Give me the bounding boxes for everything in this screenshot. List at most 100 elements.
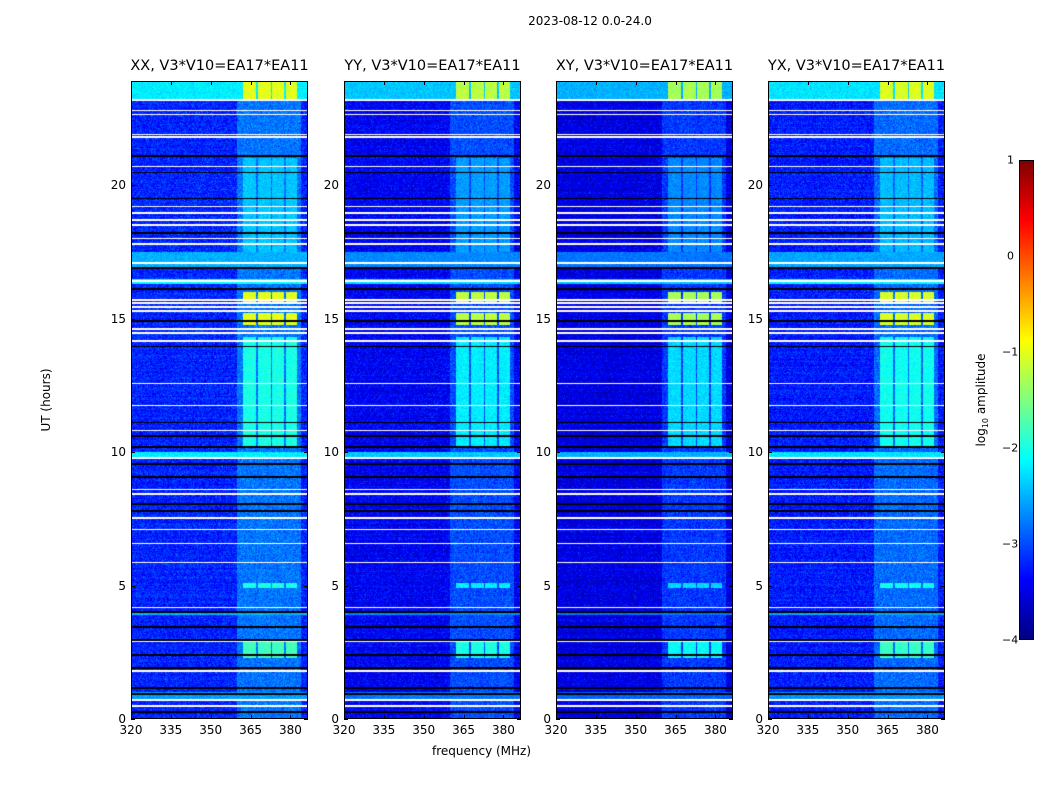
x-tick-mark xyxy=(847,81,849,85)
x-tick-mark xyxy=(250,715,252,719)
y-tick-mark xyxy=(304,185,308,187)
x-tick-mark xyxy=(887,715,889,719)
y-tick-label: 0 xyxy=(755,712,763,726)
y-tick-mark xyxy=(344,318,348,320)
x-tick-mark xyxy=(383,715,385,719)
colorbar-tick-label: 1 xyxy=(1007,153,1014,167)
x-tick-mark xyxy=(383,81,385,85)
x-tick-mark xyxy=(423,715,425,719)
x-tick-label: 365 xyxy=(452,723,476,737)
panel-title: YX, V3*V10=EA17*EA11 xyxy=(767,58,946,74)
x-tick-mark xyxy=(344,715,345,719)
colorbar-tick-label: −4 xyxy=(1002,633,1019,647)
y-tick-mark xyxy=(131,719,135,720)
y-tick-mark xyxy=(304,585,308,587)
colorbar-tick-label: −2 xyxy=(1002,441,1019,455)
panel-title: XX, V3*V10=EA17*EA11 xyxy=(130,58,309,74)
x-tick-label: 320 xyxy=(544,723,568,737)
x-tick-label: 335 xyxy=(372,723,396,737)
y-tick-mark xyxy=(304,452,308,454)
y-tick-mark xyxy=(768,185,772,187)
y-tick-mark xyxy=(131,452,135,454)
x-tick-label: 365 xyxy=(876,723,900,737)
x-tick-mark xyxy=(807,81,809,85)
x-tick-label: 380 xyxy=(279,723,302,737)
y-tick-mark xyxy=(556,318,560,320)
x-tick-mark xyxy=(463,81,465,85)
x-tick-label: 380 xyxy=(916,723,939,737)
x-tick-mark xyxy=(344,81,345,85)
x-tick-mark xyxy=(595,81,597,85)
colorbar-tick-label: −3 xyxy=(1002,537,1019,551)
y-axis-label: UT (hours) xyxy=(39,368,53,432)
y-tick-mark xyxy=(941,585,945,587)
colorbar xyxy=(1019,160,1034,640)
y-tick-label: 10 xyxy=(323,445,339,460)
y-tick-mark xyxy=(344,185,348,187)
y-tick-mark xyxy=(304,719,308,720)
x-tick-mark xyxy=(595,715,597,719)
y-tick-mark xyxy=(729,185,733,187)
x-tick-label: 350 xyxy=(412,723,436,737)
x-tick-mark xyxy=(556,715,557,719)
x-tick-mark xyxy=(847,715,849,719)
heatmap-panel: XY, V3*V10=EA17*EA11 320 335 350 365 380 0 5 10 1… xyxy=(536,58,733,737)
y-tick-label: 20 xyxy=(535,178,551,193)
colorbar-label: log10 amplitude xyxy=(974,354,990,447)
y-tick-mark xyxy=(517,452,521,454)
x-tick-mark xyxy=(715,81,717,85)
x-tick-label: 335 xyxy=(796,723,820,737)
y-tick-mark xyxy=(344,719,348,720)
x-tick-mark xyxy=(887,81,889,85)
y-tick-mark xyxy=(768,318,772,320)
heatmap-panel: YX, V3*V10=EA17*EA11 320 335 350 365 380 0 5 10 1… xyxy=(748,58,945,737)
y-tick-mark xyxy=(517,719,521,720)
y-tick-mark xyxy=(304,318,308,320)
x-tick-mark xyxy=(503,81,505,85)
x-tick-label: 365 xyxy=(239,723,263,737)
x-tick-mark xyxy=(210,81,212,85)
y-tick-mark xyxy=(556,452,560,454)
x-tick-label: 320 xyxy=(756,723,780,737)
y-tick-label: 0 xyxy=(543,712,551,726)
y-tick-label: 5 xyxy=(755,578,763,593)
x-tick-label: 335 xyxy=(584,723,608,737)
y-tick-mark xyxy=(344,585,348,587)
x-tick-mark xyxy=(768,715,769,719)
y-tick-label: 0 xyxy=(331,712,339,726)
y-tick-label: 20 xyxy=(110,178,126,193)
x-tick-mark xyxy=(210,715,212,719)
panel-title: XY, V3*V10=EA17*EA11 xyxy=(555,58,734,74)
y-tick-mark xyxy=(131,318,135,320)
y-tick-label: 5 xyxy=(118,578,126,593)
y-tick-label: 15 xyxy=(535,311,551,326)
y-tick-mark xyxy=(517,585,521,587)
x-tick-mark xyxy=(635,715,637,719)
y-tick-mark xyxy=(131,585,135,587)
x-tick-mark xyxy=(675,715,677,719)
x-tick-mark xyxy=(290,81,292,85)
x-tick-label: 380 xyxy=(492,723,515,737)
heatmap-image xyxy=(344,81,521,719)
y-tick-mark xyxy=(556,185,560,187)
y-tick-label: 15 xyxy=(747,311,763,326)
heatmap-panel: YY, V3*V10=EA17*EA11 320 335 350 365 380 0 5 10 1… xyxy=(324,58,521,737)
x-axis-label: frequency (MHz) xyxy=(432,744,532,758)
x-tick-label: 335 xyxy=(159,723,183,737)
panel-title: YY, V3*V10=EA17*EA11 xyxy=(344,58,521,74)
x-tick-mark xyxy=(131,715,132,719)
y-tick-label: 20 xyxy=(747,178,763,193)
x-tick-mark xyxy=(290,715,292,719)
y-tick-label: 20 xyxy=(323,178,339,193)
y-tick-label: 10 xyxy=(747,445,763,460)
figure-title: 2023-08-12 0.0-24.0 xyxy=(528,14,652,28)
x-tick-mark xyxy=(170,715,172,719)
y-tick-mark xyxy=(768,719,772,720)
colorbar-tick-label: 0 xyxy=(1007,249,1014,263)
colorbar-label-rest: amplitude xyxy=(973,353,988,418)
y-tick-label: 15 xyxy=(110,311,126,326)
y-tick-mark xyxy=(768,452,772,454)
x-tick-label: 380 xyxy=(704,723,727,737)
x-tick-mark xyxy=(715,715,717,719)
x-tick-mark xyxy=(170,81,172,85)
